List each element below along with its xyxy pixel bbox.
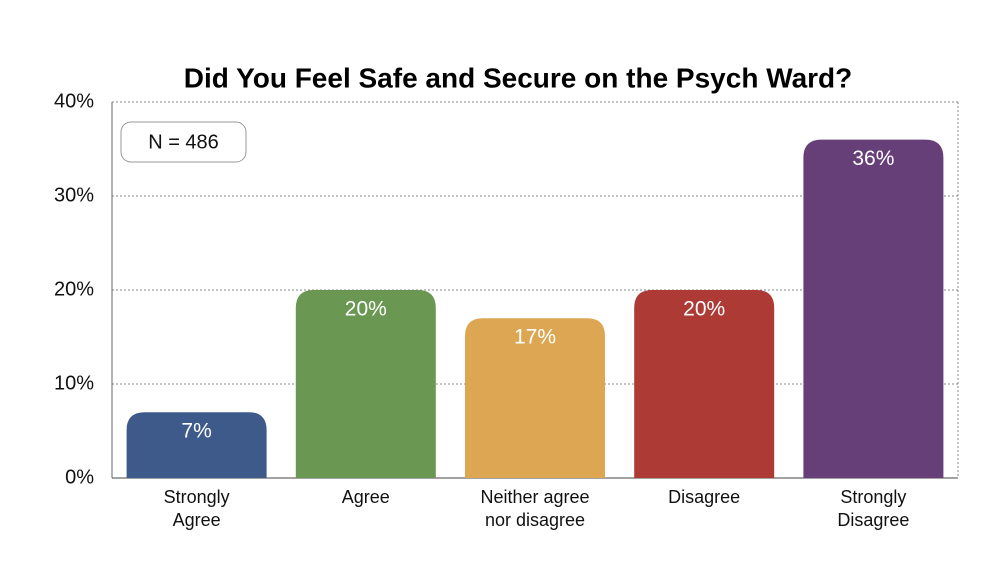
x-tick-label: Neither agree nor disagree [480, 487, 590, 530]
chart-title: Did You Feel Safe and Secure on the Psyc… [184, 62, 853, 93]
x-tick-label: Agree [341, 487, 390, 507]
value-label: 17% [514, 326, 556, 349]
x-tick-label: Strongly Agree [163, 487, 230, 530]
y-tick-label: 0% [65, 466, 94, 488]
annotation: N = 486 [148, 131, 219, 153]
value-label: 36% [852, 147, 894, 170]
bar [465, 318, 605, 478]
value-label: 7% [181, 420, 211, 443]
x-tick-label: Disagree [668, 487, 741, 507]
y-tick-label: 40% [54, 90, 94, 112]
y-tick-label: 30% [54, 184, 94, 206]
y-tick-label: 10% [54, 372, 94, 394]
bar [126, 412, 267, 478]
value-label: 20% [683, 298, 725, 321]
x-tick-label: Strongly Disagree [837, 487, 910, 530]
annotation-box [120, 121, 247, 163]
bar [634, 290, 775, 478]
bar [295, 290, 436, 478]
value-label: 20% [345, 298, 387, 321]
y-tick-label: 20% [54, 278, 94, 300]
bar [803, 139, 944, 478]
